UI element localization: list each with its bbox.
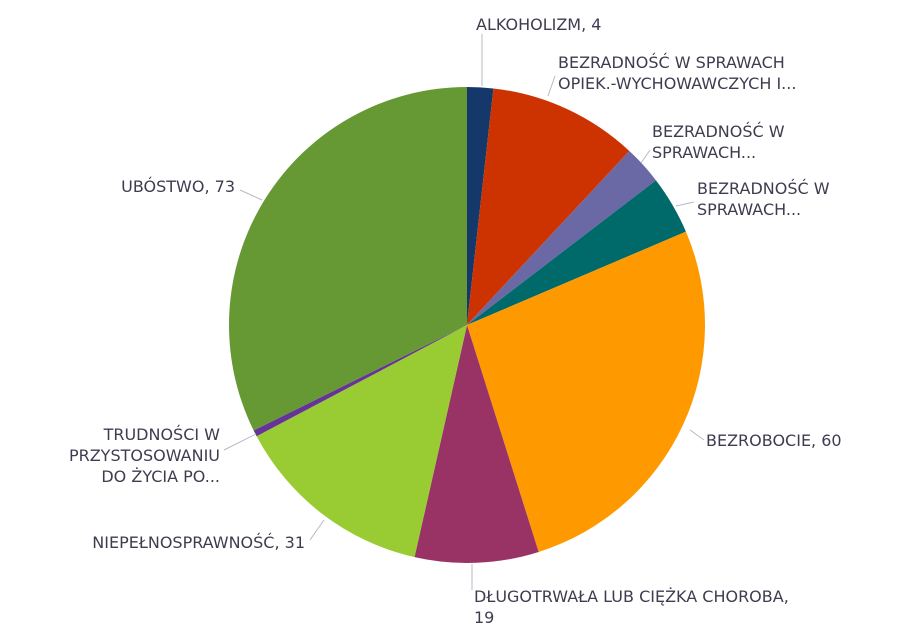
slice-label: ALKOHOLIZM, 4 bbox=[476, 15, 601, 34]
leader-line bbox=[547, 75, 556, 97]
slice-label: DO ŻYCIA PO... bbox=[101, 467, 220, 486]
leader-line bbox=[239, 189, 263, 201]
pie-slice bbox=[467, 180, 686, 325]
leader-line bbox=[223, 433, 257, 451]
leader-line bbox=[689, 429, 705, 441]
slice-label: OPIEK.-WYCHOWAWCZYCH I... bbox=[558, 74, 796, 93]
slice-label: BEZROBOCIE, 60 bbox=[706, 431, 842, 450]
slice-label: BEZRADNOŚĆ W bbox=[697, 179, 830, 198]
slice-label: PRZYSTOSOWANIU bbox=[69, 446, 220, 465]
leader-line bbox=[640, 149, 651, 164]
pie-slice bbox=[414, 325, 539, 563]
slice-label: SPRAWACH... bbox=[652, 143, 756, 162]
pie-slice bbox=[467, 150, 656, 325]
pie-slice bbox=[467, 87, 494, 325]
pie-slice bbox=[467, 231, 705, 552]
pie-slice bbox=[253, 325, 467, 437]
leader-line bbox=[675, 201, 695, 207]
leader-line bbox=[309, 519, 325, 541]
slice-label: UBÓSTWO, 73 bbox=[121, 177, 235, 196]
pie-slice bbox=[228, 87, 467, 431]
slice-label: SPRAWACH... bbox=[697, 200, 801, 219]
slice-label: TRUDNOŚCI W bbox=[103, 425, 221, 444]
slice-label: BEZRADNOŚĆ W bbox=[652, 122, 785, 141]
slice-label: DŁUGOTRWAŁA LUB CIĘŻKA CHOROBA, bbox=[474, 587, 789, 606]
pie-slice bbox=[467, 88, 630, 325]
pie-slice bbox=[256, 325, 467, 558]
slice-label: 19 bbox=[474, 608, 494, 624]
slice-label: BEZRADNOŚĆ W SPRAWACH bbox=[558, 53, 785, 72]
slice-label: NIEPEŁNOSPRAWNOŚĆ, 31 bbox=[92, 533, 305, 552]
